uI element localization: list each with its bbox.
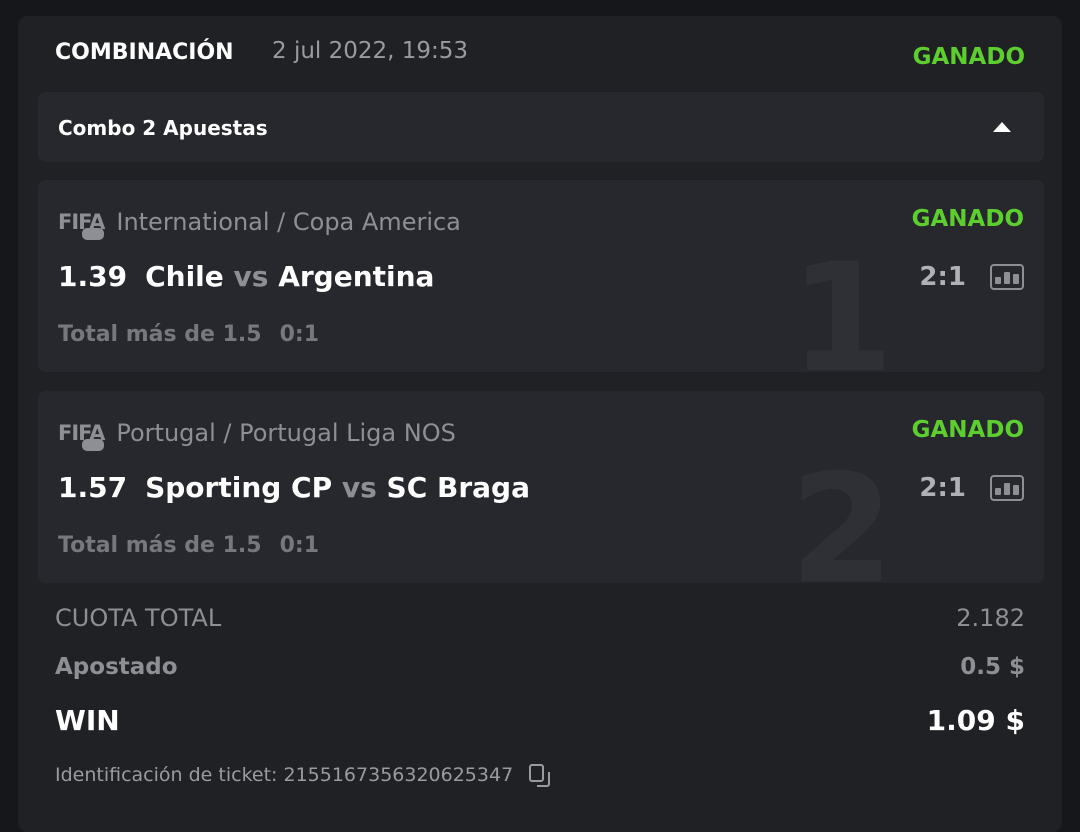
- bet-index: 1: [789, 232, 894, 372]
- market-result: 0:1: [279, 322, 320, 347]
- match: 1.57 Sporting CP vs SC Braga: [58, 471, 530, 504]
- market: Total más de 1.5 0:1: [58, 322, 320, 347]
- stats-icon[interactable]: [990, 264, 1024, 290]
- status-badge: GANADO: [911, 417, 1024, 443]
- away-team: SC Braga: [386, 471, 530, 504]
- match: 1.39 Chile vs Argentina: [58, 260, 434, 293]
- copy-icon[interactable]: [529, 764, 551, 787]
- win-value: 1.09 $: [926, 704, 1025, 737]
- league: FIFA International / Copa America: [58, 208, 461, 240]
- league-name: International / Copa America: [116, 208, 461, 236]
- stake-value: 0.5 $: [960, 654, 1025, 680]
- league-name: Portugal / Portugal Liga NOS: [116, 419, 456, 447]
- stake-row: Apostado 0.5 $: [55, 654, 1025, 680]
- total-odds-row: CUOTA TOTAL 2.182: [55, 604, 1025, 632]
- odd: 1.39: [58, 260, 128, 293]
- win-label: WIN: [55, 704, 120, 737]
- market-result: 0:1: [279, 533, 320, 558]
- home-team: Chile: [145, 260, 224, 293]
- total-odds-value: 2.182: [956, 604, 1025, 632]
- league: FIFA Portugal / Portugal Liga NOS: [58, 419, 456, 451]
- caret-up-icon[interactable]: [993, 122, 1011, 132]
- bet-item: 1 FIFA International / Copa America GANA…: [38, 180, 1044, 372]
- market: Total más de 1.5 0:1: [58, 533, 320, 558]
- fifa-logo-icon: FIFA: [58, 421, 105, 451]
- fifa-logo-icon: FIFA: [58, 210, 105, 240]
- bet-index: 2: [789, 443, 894, 583]
- ticket-id-text: Identificación de ticket: 21551673563206…: [55, 764, 514, 786]
- bet-item: 2 FIFA Portugal / Portugal Liga NOS GANA…: [38, 391, 1044, 583]
- vs-label: vs: [233, 260, 269, 293]
- ticket-id: Identificación de ticket: 21551673563206…: [55, 764, 551, 787]
- combo-label: Combo 2 Apuestas: [58, 116, 268, 140]
- status-badge: GANADO: [911, 206, 1024, 232]
- bet-type-title: COMBINACIÓN: [55, 40, 234, 65]
- bet-ticket-card: COMBINACIÓN 2 jul 2022, 19:53 GANADO Com…: [18, 16, 1062, 832]
- bet-date: 2 jul 2022, 19:53: [272, 38, 469, 64]
- away-team: Argentina: [278, 260, 435, 293]
- status-badge: GANADO: [912, 44, 1025, 70]
- odd: 1.57: [58, 471, 128, 504]
- score: 2:1: [919, 473, 966, 503]
- stats-icon[interactable]: [990, 475, 1024, 501]
- combo-toggle[interactable]: Combo 2 Apuestas: [38, 92, 1044, 162]
- score: 2:1: [919, 262, 966, 292]
- vs-label: vs: [341, 471, 377, 504]
- home-team: Sporting CP: [145, 471, 333, 504]
- stake-label: Apostado: [55, 654, 178, 680]
- win-row: WIN 1.09 $: [55, 704, 1025, 737]
- total-odds-label: CUOTA TOTAL: [55, 604, 222, 632]
